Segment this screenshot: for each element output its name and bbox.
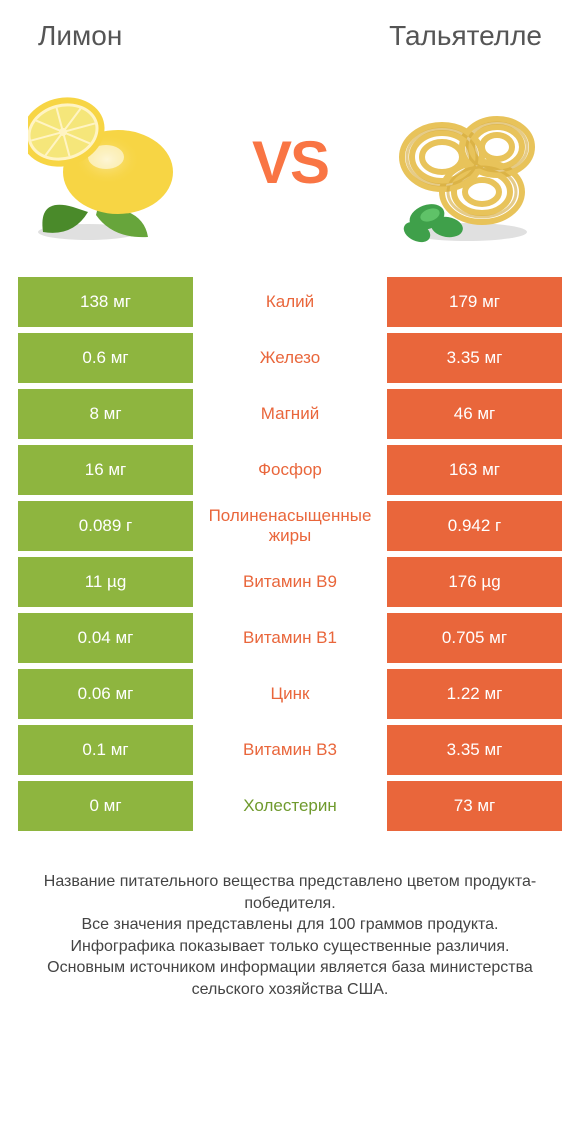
cell-left-value: 0.6 мг [18, 333, 193, 383]
table-row: 0.04 мгВитамин B10.705 мг [18, 613, 562, 663]
cell-left-value: 0.089 г [18, 501, 193, 551]
cell-right-value: 179 мг [387, 277, 562, 327]
cell-right-value: 3.35 мг [387, 725, 562, 775]
table-row: 138 мгКалий179 мг [18, 277, 562, 327]
cell-nutrient-label: Железо [193, 333, 387, 383]
cell-nutrient-label: Витамин B1 [193, 613, 387, 663]
cell-nutrient-label: Витамин B3 [193, 725, 387, 775]
cell-left-value: 138 мг [18, 277, 193, 327]
cell-left-value: 16 мг [18, 445, 193, 495]
lemon-icon [28, 77, 208, 247]
cell-right-value: 0.942 г [387, 501, 562, 551]
cell-right-value: 73 мг [387, 781, 562, 831]
cell-nutrient-label: Магний [193, 389, 387, 439]
cell-nutrient-label: Витамин B9 [193, 557, 387, 607]
cell-nutrient-label: Фосфор [193, 445, 387, 495]
cell-right-value: 3.35 мг [387, 333, 562, 383]
table-row: 0 мгХолестерин73 мг [18, 781, 562, 831]
title-left: Лимон [38, 20, 122, 52]
tagliatelle-icon [372, 77, 552, 247]
vs-label: VS [252, 128, 328, 197]
cell-left-value: 11 µg [18, 557, 193, 607]
cell-right-value: 46 мг [387, 389, 562, 439]
hero-row: VS [18, 77, 562, 247]
table-row: 0.089 гПолиненасыщенные жиры0.942 г [18, 501, 562, 551]
table-row: 16 мгФосфор163 мг [18, 445, 562, 495]
table-row: 0.1 мгВитамин B33.35 мг [18, 725, 562, 775]
title-right: Тальятелле [389, 20, 542, 52]
cell-right-value: 176 µg [387, 557, 562, 607]
cell-right-value: 163 мг [387, 445, 562, 495]
cell-right-value: 0.705 мг [387, 613, 562, 663]
table-row: 8 мгМагний46 мг [18, 389, 562, 439]
cell-left-value: 8 мг [18, 389, 193, 439]
cell-left-value: 0.06 мг [18, 669, 193, 719]
cell-nutrient-label: Холестерин [193, 781, 387, 831]
cell-nutrient-label: Полиненасыщенные жиры [193, 501, 387, 551]
cell-nutrient-label: Калий [193, 277, 387, 327]
cell-right-value: 1.22 мг [387, 669, 562, 719]
cell-nutrient-label: Цинк [193, 669, 387, 719]
cell-left-value: 0.1 мг [18, 725, 193, 775]
cell-left-value: 0 мг [18, 781, 193, 831]
table-row: 0.6 мгЖелезо3.35 мг [18, 333, 562, 383]
cell-left-value: 0.04 мг [18, 613, 193, 663]
comparison-table: 138 мгКалий179 мг0.6 мгЖелезо3.35 мг8 мг… [18, 277, 562, 831]
table-row: 0.06 мгЦинк1.22 мг [18, 669, 562, 719]
table-row: 11 µgВитамин B9176 µg [18, 557, 562, 607]
footer-note: Название питательного вещества представл… [18, 871, 562, 1001]
